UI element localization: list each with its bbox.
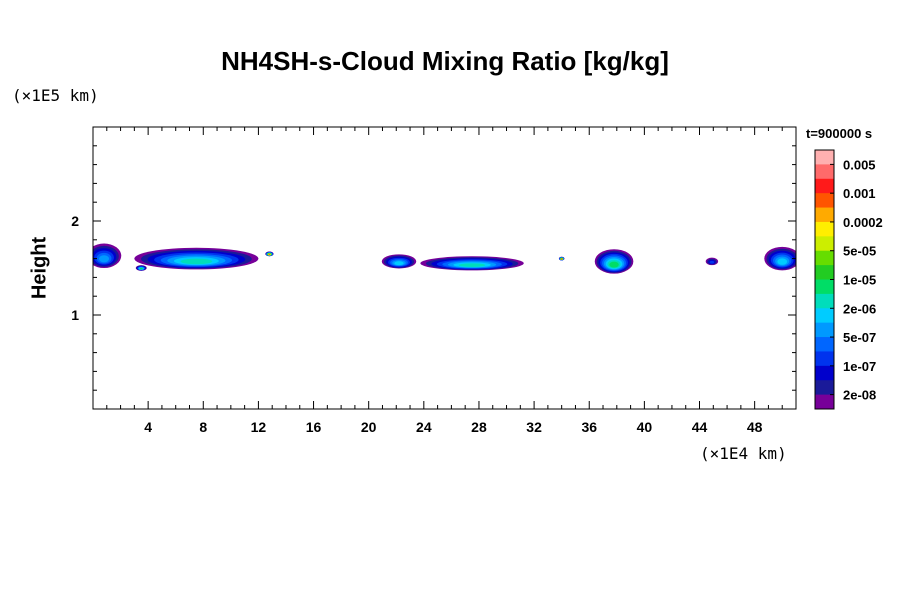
x-tick-label: 12	[251, 419, 267, 435]
x-tick-label: 44	[692, 419, 708, 435]
colorbar-label: 5e-05	[843, 244, 876, 259]
x-tick-label: 28	[471, 419, 487, 435]
cloud-8-band-14	[709, 260, 715, 264]
x-tick-label: 40	[637, 419, 653, 435]
colorbar-swatch	[815, 193, 834, 209]
colorbar-label: 0.005	[843, 157, 876, 172]
colorbar-swatch	[815, 308, 834, 324]
colorbar-label: 0.001	[843, 186, 876, 201]
colorbar-swatch	[815, 394, 834, 410]
colorbar-label: 5e-07	[843, 330, 876, 345]
x-tick-label: 4	[144, 419, 152, 435]
cloud-0-band-12	[99, 255, 110, 263]
colorbar-swatch	[815, 365, 834, 381]
colorbar: 0.005 0.001 0.0002 5e-05 1e-05 2e-06 5e-07 1e-0…	[814, 149, 883, 410]
x-tick-label: 8	[199, 419, 207, 435]
x-tick-label: 36	[581, 419, 597, 435]
x-tick-label: 20	[361, 419, 377, 435]
y-axis-exponent-label: (×1E5 km)	[12, 86, 99, 105]
cloud-6-band-2	[561, 258, 563, 260]
cloud-5-band-10	[458, 263, 486, 267]
colorbar-label: 1e-05	[843, 273, 876, 288]
cloud-2-band-3	[268, 254, 271, 256]
colorbar-swatch	[815, 178, 834, 194]
colorbar-swatch	[815, 293, 834, 309]
colorbar-swatch	[815, 164, 834, 180]
x-tick-label: 48	[747, 419, 763, 435]
cloud-7-band-9	[609, 261, 619, 268]
colorbar-swatch	[815, 279, 834, 295]
colorbar-swatch	[815, 236, 834, 252]
cloud-3-band-9	[139, 268, 143, 270]
colorbar-swatch	[815, 322, 834, 338]
x-tick-label: 32	[526, 419, 542, 435]
cloud-4-band-11	[394, 261, 404, 266]
cloud-1-band-10	[180, 258, 213, 265]
colorbar-swatch	[815, 221, 834, 237]
chart-title: NH4SH-s-Cloud Mixing Ratio [kg/kg]	[221, 46, 669, 76]
colorbar-swatch	[815, 150, 834, 165]
y-tick-label: 2	[71, 213, 79, 229]
colorbar-label: 0.0002	[843, 215, 883, 230]
colorbar-label: 2e-08	[843, 388, 876, 403]
cloud-9-band-11	[777, 258, 788, 265]
cloud-layer	[93, 243, 796, 274]
colorbar-label: 1e-07	[843, 359, 876, 374]
colorbar-swatch	[815, 337, 834, 352]
colorbar-swatch	[815, 207, 834, 223]
plot-border	[92, 126, 797, 410]
colorbar-swatch	[815, 250, 834, 266]
colorbar-swatch	[815, 351, 834, 367]
y-tick-label: 1	[71, 307, 79, 323]
x-tick-label: 24	[416, 419, 432, 435]
x-tick-label: 16	[306, 419, 322, 435]
time-label: t=900000 s	[806, 126, 873, 141]
colorbar-swatch	[815, 380, 834, 396]
colorbar-label: 2e-06	[843, 301, 876, 316]
colorbar-swatch	[815, 265, 834, 280]
x-axis-exponent-label: (×1E4 km)	[700, 444, 787, 463]
